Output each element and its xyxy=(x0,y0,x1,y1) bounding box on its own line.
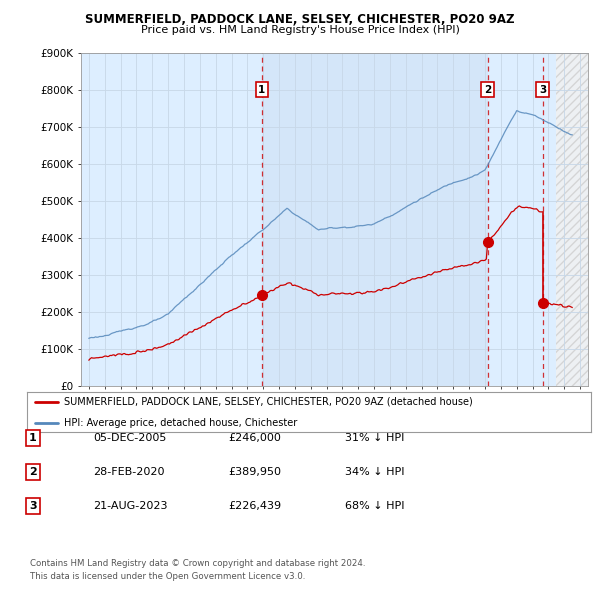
Text: 34% ↓ HPI: 34% ↓ HPI xyxy=(345,467,404,477)
Text: 1: 1 xyxy=(29,433,37,442)
Text: 3: 3 xyxy=(29,502,37,511)
Text: £389,950: £389,950 xyxy=(228,467,281,477)
Text: 3: 3 xyxy=(539,85,546,95)
Text: 05-DEC-2005: 05-DEC-2005 xyxy=(93,433,166,442)
Bar xyxy=(556,53,588,386)
Text: SUMMERFIELD, PADDOCK LANE, SELSEY, CHICHESTER, PO20 9AZ (detached house): SUMMERFIELD, PADDOCK LANE, SELSEY, CHICH… xyxy=(64,397,472,407)
Text: HPI: Average price, detached house, Chichester: HPI: Average price, detached house, Chic… xyxy=(64,418,297,428)
Text: Price paid vs. HM Land Registry's House Price Index (HPI): Price paid vs. HM Land Registry's House … xyxy=(140,25,460,35)
Text: SUMMERFIELD, PADDOCK LANE, SELSEY, CHICHESTER, PO20 9AZ: SUMMERFIELD, PADDOCK LANE, SELSEY, CHICH… xyxy=(85,13,515,26)
Text: 2: 2 xyxy=(484,85,491,95)
Text: £226,439: £226,439 xyxy=(228,502,281,511)
Bar xyxy=(262,53,488,386)
Text: 28-FEB-2020: 28-FEB-2020 xyxy=(93,467,164,477)
Text: This data is licensed under the Open Government Licence v3.0.: This data is licensed under the Open Gov… xyxy=(30,572,305,581)
Text: 2: 2 xyxy=(29,467,37,477)
Text: 31% ↓ HPI: 31% ↓ HPI xyxy=(345,433,404,442)
Text: £246,000: £246,000 xyxy=(228,433,281,442)
Text: 68% ↓ HPI: 68% ↓ HPI xyxy=(345,502,404,511)
Text: 1: 1 xyxy=(259,85,266,95)
Text: Contains HM Land Registry data © Crown copyright and database right 2024.: Contains HM Land Registry data © Crown c… xyxy=(30,559,365,568)
Text: 21-AUG-2023: 21-AUG-2023 xyxy=(93,502,167,511)
